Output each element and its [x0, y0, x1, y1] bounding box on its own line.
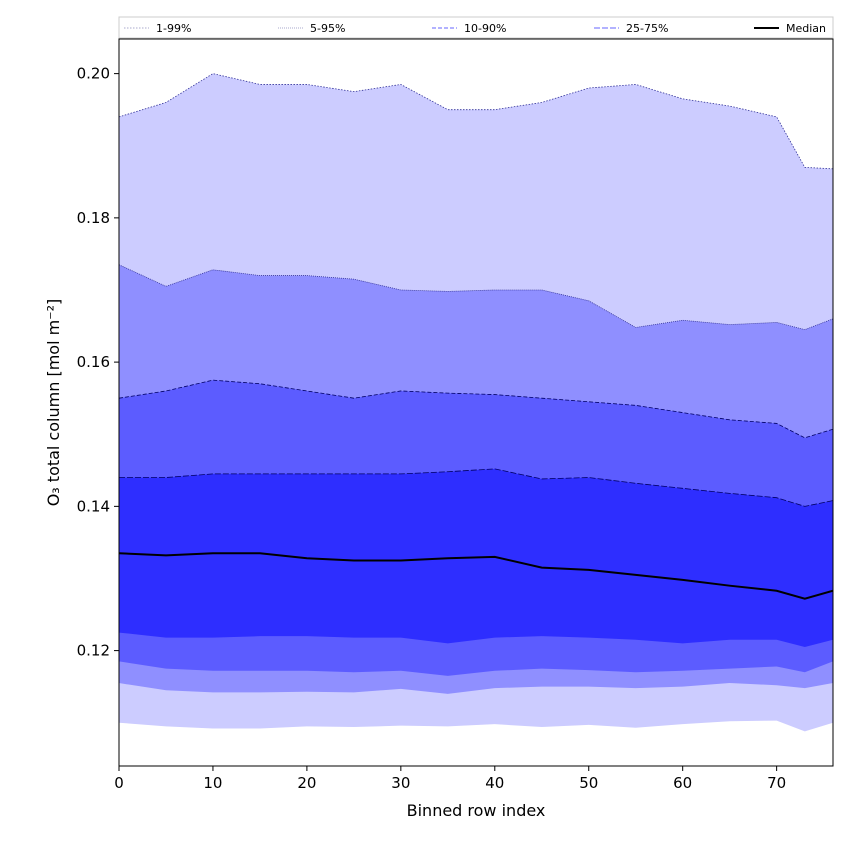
median-line — [119, 552, 833, 600]
band-5-95-upper-edge — [119, 264, 833, 331]
legend-label: 25-75% — [626, 22, 668, 35]
x-tick-label: 20 — [297, 774, 316, 792]
y-tick-label: 0.18 — [77, 209, 110, 227]
x-tick-label: 0 — [114, 774, 124, 792]
band-25-75-upper-edge — [119, 468, 833, 507]
x-tick-label: 40 — [485, 774, 504, 792]
band-1-99-upper-edge — [119, 73, 833, 170]
legend: 1-99% 5-95% 10-90% 25-75% Median — [118, 16, 834, 39]
plot-frame — [118, 38, 834, 767]
x-tick-label: 30 — [391, 774, 410, 792]
y-tick-label: 0.14 — [77, 497, 110, 515]
y-tick-label: 0.16 — [77, 353, 110, 371]
x-axis-title: Binned row index — [407, 801, 546, 820]
y-tick-label: 0.12 — [77, 642, 110, 660]
y-axis-title: O₃ total column [mol m⁻²] — [44, 299, 63, 507]
axes: 0 10 20 30 40 50 60 70 0.12 0.14 0.16 0.18 0.20 — [77, 38, 834, 792]
bands-group — [119, 73, 833, 732]
band-10-90-upper-edge — [119, 379, 833, 439]
legend-box — [118, 16, 834, 39]
legend-label: Median — [786, 22, 826, 35]
y-tick-label: 0.20 — [77, 65, 110, 83]
legend-label: 10-90% — [464, 22, 506, 35]
x-tick-label: 70 — [767, 774, 786, 792]
legend-label: 1-99% — [156, 22, 191, 35]
legend-label: 5-95% — [310, 22, 345, 35]
x-tick-label: 50 — [579, 774, 598, 792]
x-tick-label: 10 — [203, 774, 222, 792]
plot-area — [119, 73, 833, 732]
x-tick-label: 60 — [673, 774, 692, 792]
